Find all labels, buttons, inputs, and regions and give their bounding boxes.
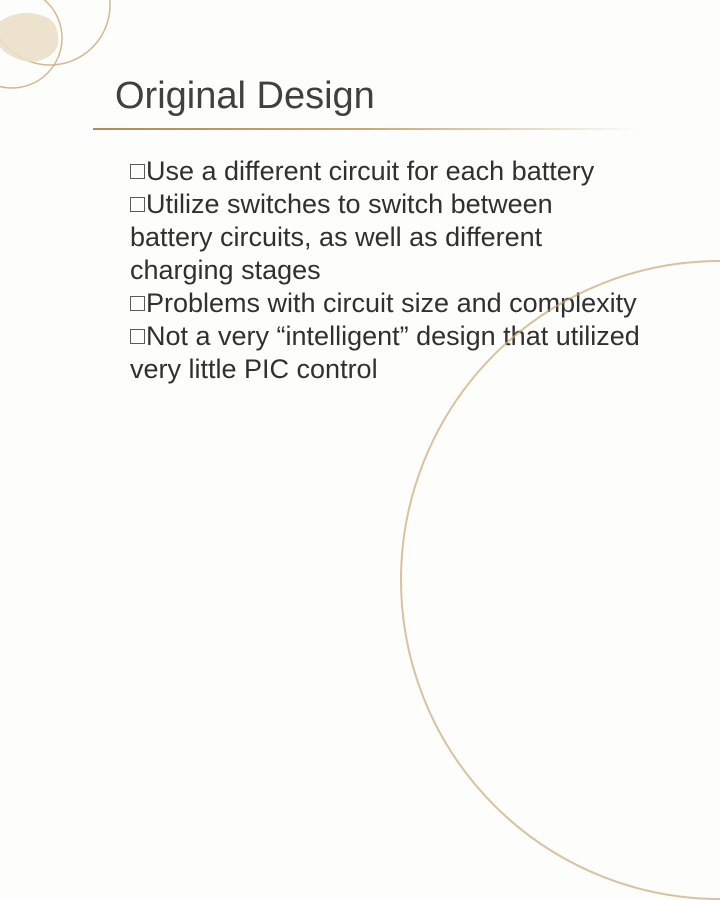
slide-title: Original Design [115,75,375,118]
bullet-box-icon [130,164,145,179]
bullet-text: Use a different circuit for each battery [146,156,594,186]
title-underline [93,128,641,130]
corner-ornament [0,0,120,120]
bullet-box-icon [130,197,145,212]
bullet-box-icon [130,329,145,344]
bullet-box-icon [130,296,145,311]
bullet-text: Utilize switches to switch between batte… [130,189,553,285]
bullet-item: Use a different circuit for each battery [130,155,640,188]
bullet-item: Utilize switches to switch between batte… [130,188,640,287]
